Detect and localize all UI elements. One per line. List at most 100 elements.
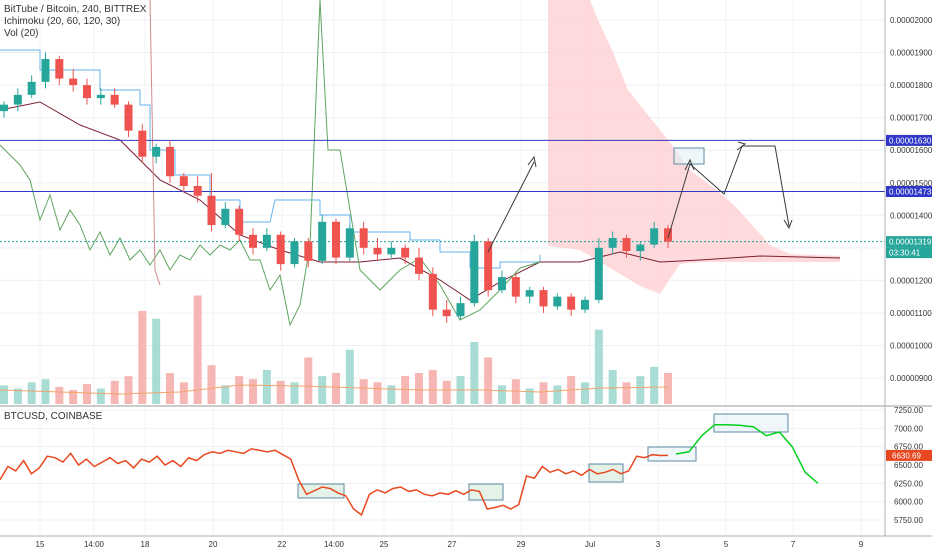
candle [55, 55, 64, 86]
candle [83, 78, 91, 105]
candle [235, 205, 244, 242]
price-tick-label: 0.00001100 [890, 309, 932, 318]
price-badge [886, 236, 932, 248]
candle [221, 202, 230, 229]
zigzag-head-3 [783, 219, 793, 230]
price-tick-label: 0.00002000 [890, 16, 932, 25]
legend-ichimoku[interactable]: Ichimoku (20, 60, 120, 30) [4, 16, 121, 27]
legend-lower-symbol[interactable]: BTCUSD, COINBASE [4, 411, 103, 422]
volume-bar [373, 382, 382, 404]
lower-box-5 [713, 413, 789, 433]
btcusd-line [0, 448, 669, 517]
volume-bar [581, 382, 589, 404]
candle [525, 286, 534, 304]
lower-price-axis[interactable]: 7250.00 7000.00 6750.00 6500.00 6250.00 6000.… [894, 406, 923, 525]
candle [138, 124, 147, 164]
candle [166, 140, 174, 183]
candle [539, 286, 548, 313]
candle [498, 270, 506, 294]
time-tick-label: 9 [859, 540, 864, 549]
candle [304, 238, 313, 268]
volume-bar [636, 376, 645, 404]
volume-bar [594, 329, 603, 404]
projection-arrow-zigzag [667, 145, 790, 239]
time-tick-label: 7 [791, 540, 796, 549]
lower-price-badge [886, 449, 932, 461]
candle [387, 241, 396, 258]
candle [442, 299, 451, 323]
zigzag-head-1 [684, 158, 695, 171]
candle [581, 296, 589, 313]
price-tick-label: 0.00001200 [890, 276, 932, 285]
candle [290, 238, 299, 268]
volume-bar [96, 388, 105, 404]
volume-bar [622, 382, 631, 404]
price-badge [886, 134, 932, 146]
candle [207, 172, 216, 232]
volume-bar [69, 390, 78, 404]
volume-ma-line [0, 384, 669, 395]
lower-tick-label: 5750.00 [894, 516, 923, 525]
legend-volume[interactable]: Vol (20) [4, 28, 39, 39]
candle [373, 238, 382, 261]
lower-grid [0, 409, 885, 521]
candle [636, 241, 645, 261]
lower-tick-label: 6250.00 [894, 479, 923, 488]
volume-bar [166, 373, 174, 404]
volume-bar [525, 388, 534, 404]
legend-symbol[interactable]: BitTube / Bitcoin, 240, BITTREX [4, 4, 147, 15]
lower-box-4 [647, 446, 697, 462]
candle [332, 218, 340, 265]
legend-main: BitTube / Bitcoin, 240, BITTREX Ichimoku… [4, 4, 146, 40]
time-axis[interactable]: 15 14:00 18 20 22 14:00 25 27 29 Jul 3 5 7 9 [36, 540, 864, 549]
projection-arrow-up [487, 161, 535, 253]
volume-bar [124, 376, 133, 404]
candle [401, 244, 410, 265]
lower-tick-label: 7250.00 [894, 406, 923, 415]
candle [608, 231, 617, 255]
volume-bar [207, 365, 216, 404]
candle [69, 68, 78, 92]
price-tick-label: 0.00001000 [890, 342, 932, 351]
candle [124, 101, 133, 138]
volume-bar [387, 385, 396, 404]
volume-bar [539, 382, 548, 404]
volume-bar [179, 382, 188, 404]
main-annotations [487, 141, 793, 253]
price-tick-label: 0.00000900 [890, 374, 932, 383]
volume-bar [553, 385, 562, 404]
lower-tick-label: 7000.00 [894, 424, 923, 433]
volume-bar [13, 388, 22, 404]
candle [193, 176, 202, 203]
ichimoku-lagging-span [0, 0, 541, 327]
volume-bar [55, 386, 64, 404]
ichimoku-base-line [0, 49, 541, 269]
time-tick-label: 20 [209, 540, 218, 549]
volume-bar [304, 357, 313, 404]
candle [594, 238, 603, 304]
price-tick-label: 0.00001600 [890, 146, 932, 155]
price-tick-label: 0.00001500 [890, 179, 932, 188]
candlestick-series [0, 52, 672, 323]
candle [470, 234, 479, 307]
candle [152, 143, 161, 164]
volume-bar [27, 382, 36, 404]
candle [567, 293, 576, 317]
volume-bar [608, 369, 617, 404]
candle [553, 293, 562, 310]
time-tick-label: 14:00 [84, 540, 105, 549]
price-badge [886, 186, 932, 198]
ichimoku-leading-line [149, 0, 161, 286]
volume-bar [318, 376, 327, 404]
price-badge-label: 0.00001630 [889, 136, 932, 145]
candle [622, 234, 631, 258]
volume-bar [249, 379, 257, 404]
ichimoku-conversion-line [0, 101, 841, 301]
volume-bar [415, 373, 423, 404]
target-box-main [673, 147, 705, 165]
candle [276, 231, 285, 271]
volume-bar [664, 373, 672, 404]
time-tick-label: 22 [278, 540, 287, 549]
candle [96, 88, 105, 105]
